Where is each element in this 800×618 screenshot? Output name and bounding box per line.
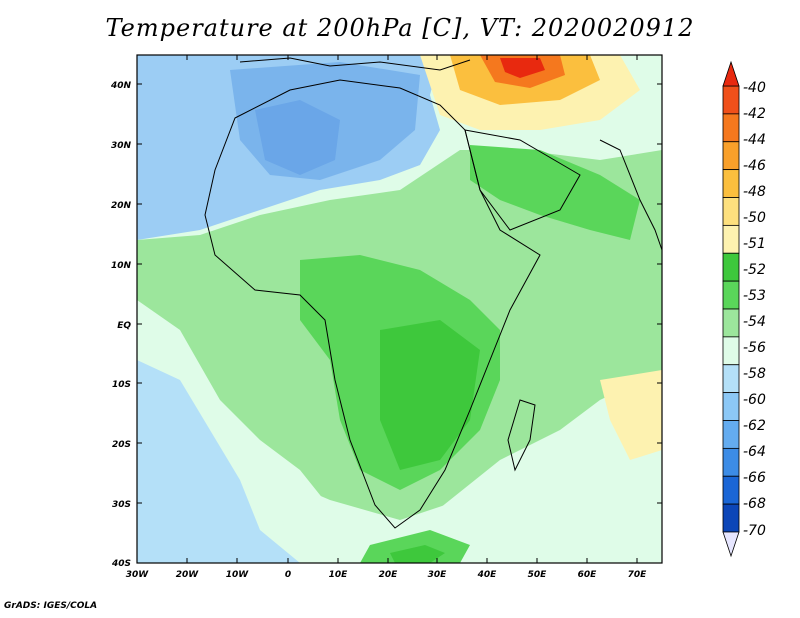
colorbar-label: -53 bbox=[743, 288, 766, 304]
lat-tick-label: 20N bbox=[111, 201, 132, 211]
colorbar-label: -68 bbox=[743, 496, 766, 512]
longitude-axis: 30W 20W 10W 0 10E 20E 30E 40E 50E 60E 70… bbox=[126, 570, 647, 580]
lat-tick-label: 20S bbox=[112, 440, 131, 450]
colorbar-box bbox=[722, 364, 740, 394]
lon-tick-label: 70E bbox=[628, 570, 648, 580]
field-warm-ne-core bbox=[500, 58, 545, 78]
colorbar-box bbox=[722, 475, 740, 505]
colorbar-box bbox=[722, 392, 740, 421]
madagascar-coastline bbox=[507, 399, 536, 472]
colorbar-boxes bbox=[722, 85, 740, 533]
india-coastline bbox=[599, 139, 662, 251]
field-south-tip bbox=[360, 530, 470, 563]
lon-tick-label: 30W bbox=[126, 570, 150, 580]
lat-tick-label: 10N bbox=[111, 261, 132, 271]
africa-coastline bbox=[204, 79, 541, 529]
tick-marks bbox=[136, 55, 662, 564]
colorbar-label: -42 bbox=[743, 106, 766, 122]
lon-tick-label: 30E bbox=[428, 570, 448, 580]
colorbar-box bbox=[722, 85, 740, 115]
colorbar-label: -56 bbox=[743, 340, 766, 356]
colorbar-box bbox=[722, 447, 740, 477]
lon-tick-label: 10E bbox=[329, 570, 349, 580]
colorbar-label: -54 bbox=[743, 314, 766, 330]
colorbar-box bbox=[722, 113, 740, 143]
colorbar-label: -70 bbox=[743, 523, 766, 539]
colorbar-box bbox=[722, 252, 740, 282]
lat-tick-label: 10S bbox=[112, 380, 131, 390]
field-south-tip-core bbox=[390, 545, 445, 563]
lat-tick-label: EQ bbox=[117, 321, 131, 331]
lon-tick-label: 10W bbox=[226, 570, 250, 580]
field-dark-green-core bbox=[380, 320, 480, 470]
lon-tick-label: 40E bbox=[477, 570, 498, 580]
colorbar-label: -66 bbox=[743, 470, 766, 486]
colorbar-label: -51 bbox=[743, 236, 766, 252]
colorbar-label: -46 bbox=[743, 158, 766, 174]
lon-tick-label: 60E bbox=[578, 570, 598, 580]
colorbar-box bbox=[722, 169, 740, 198]
colorbar-label: -50 bbox=[743, 210, 766, 226]
colorbar-label: -44 bbox=[743, 132, 766, 148]
map-frame bbox=[136, 54, 663, 564]
europe-coastline bbox=[239, 57, 471, 71]
field-green-ne bbox=[470, 145, 640, 240]
latitude-axis: 40N 30N 20N 10N EQ 10S 20S 30S 40S bbox=[110, 81, 132, 569]
colorbar-box bbox=[722, 224, 740, 254]
colorbar-label: -52 bbox=[743, 262, 766, 278]
colorbar-top-arrow bbox=[722, 60, 740, 87]
lat-tick-label: 40S bbox=[111, 559, 131, 569]
lon-tick-label: 20W bbox=[176, 570, 200, 580]
field-south-light bbox=[260, 450, 662, 563]
colorbar-label: -60 bbox=[743, 392, 766, 408]
arabia-coastline bbox=[464, 129, 581, 231]
field-coldest-patch bbox=[255, 100, 340, 175]
colorbar-label: -40 bbox=[743, 80, 766, 96]
colorbar-box bbox=[722, 503, 740, 533]
lat-tick-label: 30S bbox=[112, 500, 131, 510]
colorbar-box bbox=[722, 420, 740, 449]
colorbar-label: -58 bbox=[743, 366, 766, 382]
colorbar-box bbox=[722, 197, 740, 226]
coastlines bbox=[204, 57, 662, 529]
lon-tick-label: 50E bbox=[528, 570, 548, 580]
lon-tick-label: 20E bbox=[379, 570, 399, 580]
grads-credit: GrADS: IGES/COLA bbox=[4, 601, 98, 611]
lat-tick-label: 30N bbox=[111, 141, 132, 151]
colorbar-box bbox=[722, 141, 740, 171]
colorbar-box bbox=[722, 308, 740, 338]
field-southeast-warm bbox=[600, 370, 662, 460]
colorbar: -40 -42 -44 -46 -48 -50 -51 -52 -53 -54 … bbox=[722, 60, 766, 558]
colorbar-label: -64 bbox=[743, 444, 766, 460]
colorbar-box bbox=[722, 280, 740, 310]
colorbar-label: -48 bbox=[743, 184, 766, 200]
colorbar-bottom-arrow bbox=[722, 531, 740, 558]
colorbar-label: -62 bbox=[743, 418, 766, 434]
map-panel bbox=[137, 55, 662, 563]
lon-tick-label: 0 bbox=[285, 570, 291, 580]
lat-tick-label: 40N bbox=[110, 81, 132, 91]
map-title: Temperature at 200hPa [C], VT: 202002091… bbox=[105, 14, 695, 42]
field-sw-pale bbox=[137, 360, 300, 563]
colorbar-box bbox=[722, 336, 740, 366]
